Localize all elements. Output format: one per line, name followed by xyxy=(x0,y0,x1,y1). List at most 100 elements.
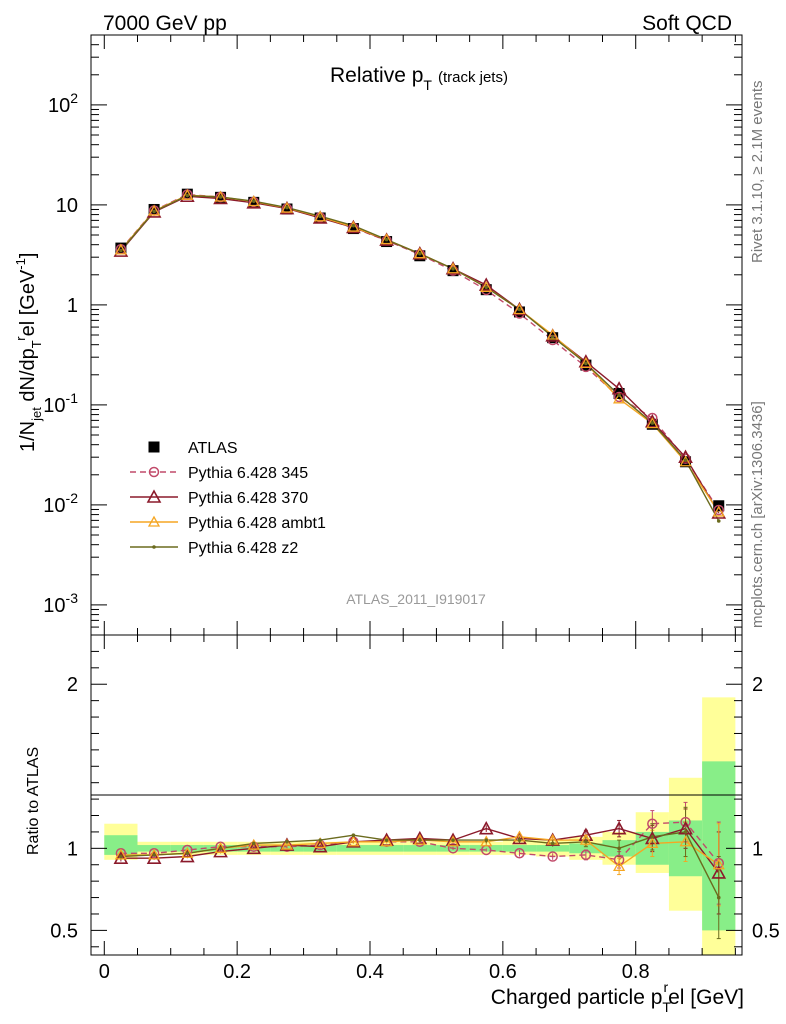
ratio-point-s3-7 xyxy=(351,833,356,838)
main-point-s1-15 xyxy=(613,391,625,403)
ratio-point-s0-10 xyxy=(447,843,459,854)
legend-entry-2: Pythia 6.428 370 xyxy=(130,489,308,507)
main-point-s4-0 xyxy=(119,248,123,253)
main-point-s3-4 xyxy=(247,195,260,207)
ratio-point-s1-4 xyxy=(246,840,262,855)
legend-label-4: Pythia 6.428 z2 xyxy=(188,540,298,557)
ratio-point-s3-3 xyxy=(218,846,223,851)
ratio-point-s1-3 xyxy=(213,843,228,858)
ratio-point-s3-8 xyxy=(384,838,389,842)
main-tick-labels: 10-3 10-2 10-1 1 10 102 xyxy=(43,90,78,617)
main-axis-ticks xyxy=(91,34,742,636)
ratio-point-s1-15 xyxy=(611,820,627,835)
main-point-s3-3 xyxy=(214,190,227,202)
ratio-xtick-label-4: 0.8 xyxy=(622,961,650,983)
main-point-s0-1 xyxy=(148,203,160,215)
ratio-point-s2-16 xyxy=(646,837,659,849)
header-left: 7000 GeV pp xyxy=(103,12,227,35)
ratio-point-s3-5 xyxy=(285,839,289,844)
main-point-s4-2 xyxy=(185,193,190,198)
ratio-point-s0-14 xyxy=(580,849,592,861)
ratio-point-s0-12 xyxy=(514,848,525,859)
ratio-axis-ticks xyxy=(91,635,742,955)
ratio-ylabel: Ratio to ATLAS xyxy=(25,747,42,855)
ratio-point-s3-10 xyxy=(451,838,455,842)
ratio-point-s2-5 xyxy=(280,838,294,850)
ratio-point-s2-1 xyxy=(148,848,161,860)
legend-label-3: Pythia 6.428 ambt1 xyxy=(188,515,326,532)
ratio-point-s3-12 xyxy=(517,838,522,842)
ratio-point-s1-18 xyxy=(711,865,727,879)
chart-title: Relative pT (track jets) xyxy=(330,64,508,93)
main-point-s4-17 xyxy=(683,458,688,462)
main-point-s3-8 xyxy=(380,233,393,245)
ratio-point-s3-14 xyxy=(584,839,588,844)
main-point-s4-11 xyxy=(484,285,489,290)
main-point-s4-15 xyxy=(617,393,621,398)
ratio-frame xyxy=(90,634,743,956)
ratio-point-s3-6 xyxy=(318,838,322,842)
ratio-point-s0-16 xyxy=(647,818,658,829)
ratio-point-s2-4 xyxy=(247,838,260,850)
main-point-s3-16 xyxy=(646,417,659,429)
legend-entry-0: ATLAS xyxy=(148,440,238,457)
main-point-s3-0 xyxy=(114,243,127,255)
main-point-s4-8 xyxy=(384,237,389,242)
ratio-point-s2-18 xyxy=(712,858,725,870)
ratio-ytick-label-left-1: 1 xyxy=(67,838,78,860)
ratio-point-s1-6 xyxy=(312,839,328,853)
main-point-s3-18 xyxy=(712,505,725,517)
main-point-s3-14 xyxy=(579,357,592,369)
ratio-point-s3-18 xyxy=(716,895,721,900)
ratio-point-s2-15 xyxy=(613,860,626,872)
side-label-mcplots: mcplots.cern.ch [arXiv:1306.3436] xyxy=(749,401,766,628)
ratio-point-s2-2 xyxy=(181,846,194,858)
main-point-s0-9 xyxy=(414,250,426,262)
main-point-s3-5 xyxy=(280,201,294,213)
main-point-s2-11 xyxy=(478,277,494,291)
ratio-ytick-label-right-0: 0.5 xyxy=(752,920,780,942)
legend: ATLAS Pythia 6.428 345 Pythia 6.428 370 Pyt… xyxy=(130,440,326,557)
ratio-point-s2-0 xyxy=(114,848,127,860)
ratio-ytick-label-right-1: 1 xyxy=(752,838,763,860)
main-point-s3-13 xyxy=(546,328,559,340)
legend-marker-0 xyxy=(148,441,160,453)
main-point-s4-18 xyxy=(716,519,721,523)
ratio-series-markers xyxy=(113,816,727,900)
main-point-s4-13 xyxy=(550,334,555,339)
ratio-point-s2-9 xyxy=(413,833,426,845)
main-panel: 10-3 10-2 10-1 1 10 102 Relative pT (track jet… xyxy=(13,34,743,636)
ratio-point-s3-17 xyxy=(683,830,688,834)
main-point-s4-10 xyxy=(451,266,455,271)
ratio-point-s1-16 xyxy=(644,830,660,845)
ratio-point-s0-17 xyxy=(680,816,691,828)
ratio-point-s2-6 xyxy=(314,837,327,849)
main-point-s0-10 xyxy=(447,265,459,277)
main-point-s4-9 xyxy=(418,251,422,256)
ratio-band-stat-13 xyxy=(536,845,570,852)
ratio-panel: 0.5 0.5 1 1 2 2 0 0.2 0.4 0.6 0.8 Ratio to ATLAS C… xyxy=(25,634,780,1015)
main-ylabel: 1/Njet dN/dpTrel [GeV-1] xyxy=(13,253,44,452)
main-point-s2-17 xyxy=(678,449,693,463)
ratio-band-stat-9 xyxy=(403,845,437,852)
ratio-xtick-label-1: 0.2 xyxy=(223,961,251,983)
ratio-xtick-label-2: 0.4 xyxy=(356,961,384,983)
ratio-point-s3-16 xyxy=(650,835,655,839)
main-ytick-label-5: 102 xyxy=(48,90,78,117)
main-point-s0-12 xyxy=(513,306,525,318)
ratio-point-s3-11 xyxy=(484,838,489,842)
main-ytick-label-1: 10-2 xyxy=(43,490,78,517)
main-point-s3-10 xyxy=(446,262,460,274)
ratio-tick-labels: 0.5 0.5 1 1 2 2 0 0.2 0.4 0.6 0.8 xyxy=(50,674,780,983)
main-point-s2-16 xyxy=(644,413,660,428)
ratio-band-stat-0 xyxy=(104,835,138,855)
ratio-point-s3-4 xyxy=(251,841,256,846)
ratio-ytick-label-right-2: 2 xyxy=(752,674,763,696)
ratio-ytick-label-left-0: 0.5 xyxy=(50,920,78,942)
ratio-ytick-label-left-2: 2 xyxy=(67,674,78,696)
ratio-point-s3-15 xyxy=(617,846,621,851)
main-point-s3-7 xyxy=(347,220,360,232)
ratio-point-s2-14 xyxy=(579,833,592,845)
main-point-s3-1 xyxy=(148,204,161,216)
